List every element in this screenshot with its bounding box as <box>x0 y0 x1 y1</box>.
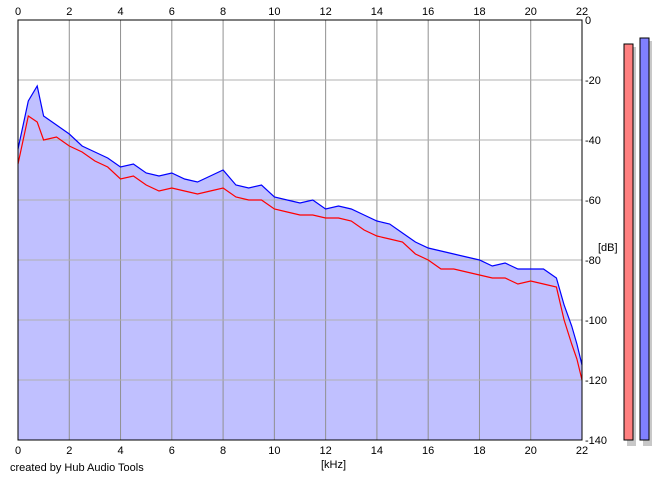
x-tick-label-bottom: 12 <box>320 445 332 457</box>
x-tick-label-top: 8 <box>220 6 226 18</box>
y-tick-label: -120 <box>585 375 607 387</box>
x-tick-label-top: 22 <box>576 6 588 18</box>
x-tick-label-top: 12 <box>320 6 332 18</box>
y-tick-label: -40 <box>585 135 601 147</box>
level-meter-bar <box>639 37 650 441</box>
x-tick-label-top: 10 <box>268 6 280 18</box>
credit-text: created by Hub Audio Tools <box>10 462 144 474</box>
x-tick-label-bottom: 16 <box>422 445 434 457</box>
x-tick-label-bottom: 6 <box>169 445 175 457</box>
y-tick-label: -80 <box>585 255 601 267</box>
x-tick-label-top: 4 <box>117 6 123 18</box>
y-axis-label: [dB] <box>598 242 618 254</box>
y-tick-label: -60 <box>585 195 601 207</box>
series-area-0 <box>18 86 582 440</box>
x-tick-label-top: 0 <box>15 6 21 18</box>
level-meter-bar <box>623 43 634 441</box>
y-tick-label: -140 <box>585 435 607 447</box>
x-tick-label-bottom: 4 <box>117 445 123 457</box>
x-tick-label-bottom: 14 <box>371 445 383 457</box>
x-tick-label-bottom: 18 <box>473 445 485 457</box>
x-tick-label-bottom: 8 <box>220 445 226 457</box>
x-tick-label-bottom: 22 <box>576 445 588 457</box>
x-tick-label-top: 20 <box>525 6 537 18</box>
x-tick-label-bottom: 2 <box>66 445 72 457</box>
plot-frame <box>17 19 583 441</box>
x-tick-label-bottom: 10 <box>268 445 280 457</box>
y-tick-label: -20 <box>585 75 601 87</box>
x-tick-label-top: 2 <box>66 6 72 18</box>
y-tick-label: -100 <box>585 315 607 327</box>
x-tick-label-top: 16 <box>422 6 434 18</box>
y-tick-label: 0 <box>585 15 591 27</box>
x-tick-label-top: 18 <box>473 6 485 18</box>
x-tick-label-bottom: 20 <box>525 445 537 457</box>
x-tick-label-top: 6 <box>169 6 175 18</box>
x-axis-label: [kHz] <box>321 459 346 471</box>
series-line-1 <box>17 115 583 381</box>
x-tick-label-top: 14 <box>371 6 383 18</box>
series-line-0 <box>17 84 583 366</box>
x-tick-label-bottom: 0 <box>15 445 21 457</box>
